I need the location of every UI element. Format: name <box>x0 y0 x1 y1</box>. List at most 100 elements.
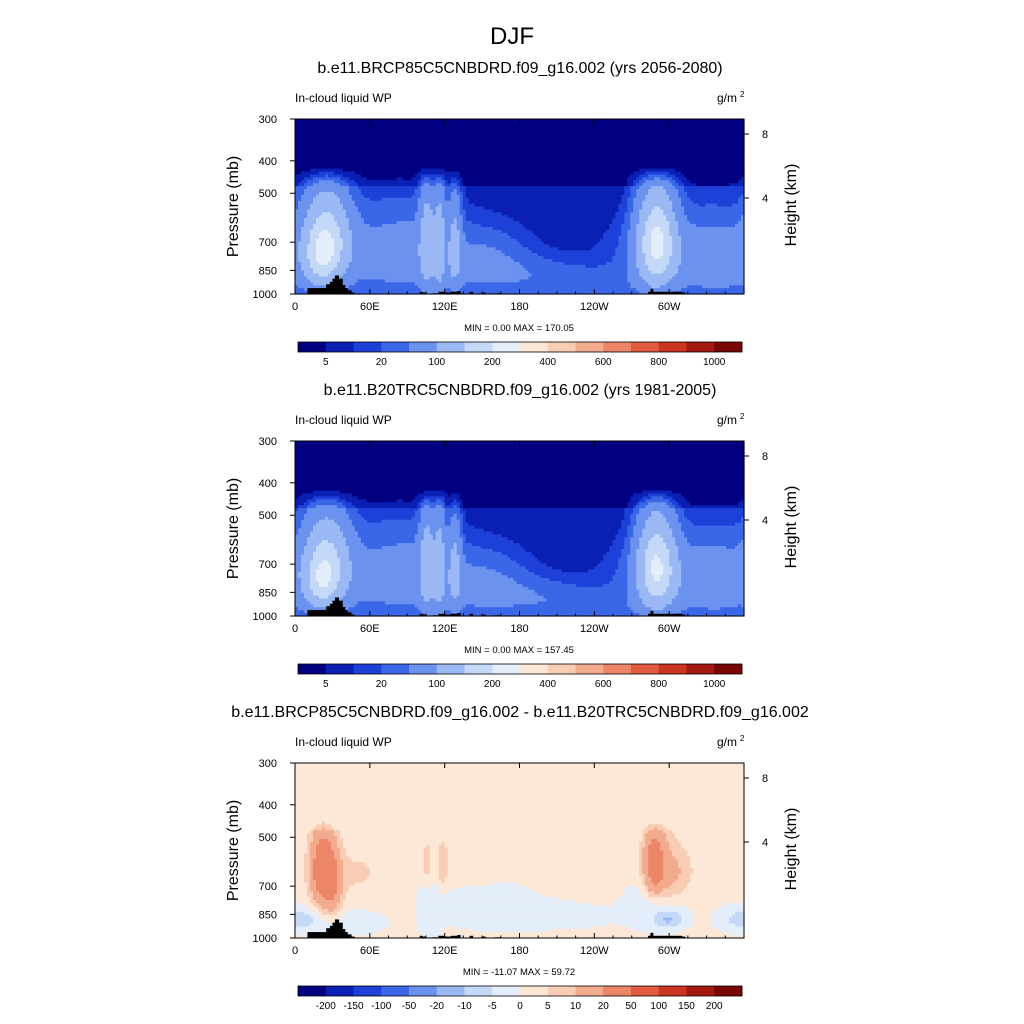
field-cell <box>295 159 745 164</box>
field-cell <box>309 873 314 878</box>
field-cell <box>312 835 338 840</box>
field-cell <box>420 218 446 222</box>
field-cell <box>627 238 637 243</box>
field-cell <box>681 247 745 251</box>
field-cell <box>666 920 670 925</box>
field-cell <box>720 905 745 910</box>
field-cell <box>645 835 667 840</box>
field-cell <box>618 923 658 927</box>
field-cell <box>729 285 745 289</box>
field-cell <box>321 905 338 910</box>
topography-bar <box>338 278 343 294</box>
field-cell <box>453 221 458 225</box>
field-cell <box>303 551 314 556</box>
field-cell <box>636 513 652 518</box>
field-cell <box>522 546 610 550</box>
field-cell <box>684 183 697 187</box>
field-label: In-cloud liquid WP <box>295 91 392 105</box>
field-cell <box>729 917 745 922</box>
field-cell <box>519 241 545 246</box>
field-label: In-cloud liquid WP <box>295 413 392 427</box>
field-cell <box>510 256 545 260</box>
field-cell <box>303 513 350 518</box>
field-cell <box>681 569 745 573</box>
field-cell <box>465 232 509 237</box>
colorbar-swatch <box>603 664 632 674</box>
field-cell <box>297 607 350 611</box>
field-cell <box>441 540 464 544</box>
field-cell <box>309 885 317 890</box>
field-cell <box>645 525 670 530</box>
colorbar-swatch <box>686 664 715 674</box>
field-cell <box>357 186 419 190</box>
units-label: g/m <box>717 735 737 749</box>
field-cell <box>663 917 673 922</box>
field-cell <box>459 508 464 512</box>
topography-bar <box>347 934 352 938</box>
field-cell <box>295 885 308 890</box>
field-cell <box>435 505 443 509</box>
field-cell <box>295 206 299 211</box>
field-cell <box>681 563 745 568</box>
field-cell <box>309 563 320 568</box>
topography-bar <box>675 935 683 938</box>
field-cell <box>663 186 676 190</box>
field-cell <box>295 191 305 196</box>
field-cell <box>474 525 622 530</box>
field-cell <box>495 247 530 251</box>
field-cell <box>621 525 628 530</box>
field-cell <box>636 253 646 257</box>
field-cell <box>429 177 437 181</box>
field-cell <box>339 572 353 576</box>
field-cell <box>363 218 416 222</box>
field-cell <box>312 838 320 843</box>
field-cell <box>315 882 338 887</box>
field-cell <box>423 177 431 181</box>
field-cell <box>360 189 416 193</box>
field-cell <box>624 215 631 219</box>
field-cell <box>648 865 664 869</box>
field-cell <box>303 270 314 275</box>
field-cell <box>450 586 461 591</box>
field-cell <box>639 502 649 506</box>
field-cell <box>633 528 643 533</box>
field-cell <box>330 212 347 216</box>
field-cell <box>645 897 745 901</box>
field-cell <box>621 200 628 205</box>
field-cell <box>450 229 461 234</box>
field-cell <box>651 232 664 237</box>
field-cell <box>312 589 335 594</box>
field-cell <box>678 516 688 521</box>
field-cell <box>648 856 664 860</box>
field-cell <box>295 487 745 492</box>
topography-bar <box>662 613 670 616</box>
field-cell <box>342 882 356 887</box>
field-cell <box>318 180 335 184</box>
field-cell <box>633 183 637 187</box>
field-cell <box>351 578 422 582</box>
field-cell <box>312 226 341 231</box>
field-cell <box>333 191 350 196</box>
field-cell <box>690 197 739 202</box>
field-cell <box>642 870 649 875</box>
field-cell <box>342 244 353 248</box>
field-cell <box>417 528 425 533</box>
field-cell <box>645 876 652 881</box>
field-cell <box>741 519 745 524</box>
field-cell <box>318 543 335 547</box>
field-cell <box>295 496 299 500</box>
field-cell <box>642 835 646 840</box>
field-cell <box>552 566 595 570</box>
topography-bar <box>344 288 348 294</box>
field-cell <box>531 273 628 278</box>
field-cell <box>741 540 745 544</box>
field-cell <box>327 516 350 521</box>
field-cell <box>342 174 362 178</box>
field-cell <box>459 531 464 535</box>
topography-bar <box>319 932 327 938</box>
topography-bar <box>681 292 686 294</box>
field-cell <box>447 256 461 260</box>
field-cell <box>660 534 673 538</box>
field-cell <box>309 876 314 881</box>
field-cell <box>507 215 616 219</box>
